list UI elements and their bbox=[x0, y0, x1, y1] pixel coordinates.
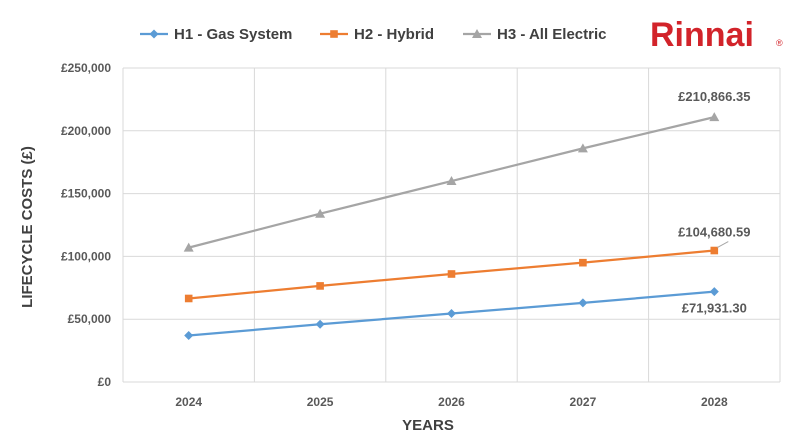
data-point bbox=[577, 143, 588, 153]
legend-marker bbox=[330, 30, 338, 38]
grid bbox=[122, 67, 781, 383]
registered-mark: ® bbox=[776, 38, 783, 48]
y-tick-label: £50,000 bbox=[68, 312, 112, 326]
legend-marker bbox=[472, 29, 482, 38]
data-point bbox=[447, 309, 456, 319]
legend-item-0: H1 - Gas System bbox=[140, 26, 292, 43]
x-tick-label: 2025 bbox=[307, 395, 334, 409]
y-axis-title: LIFECYCLE COSTS (£) bbox=[19, 146, 36, 308]
y-tick-label: £150,000 bbox=[61, 187, 111, 201]
series-1 bbox=[184, 246, 719, 303]
x-axis-title: YEARS bbox=[402, 417, 454, 434]
series-0 bbox=[184, 287, 719, 341]
logo-text: Rinnai bbox=[650, 16, 754, 54]
y-tick-label: £0 bbox=[98, 375, 112, 389]
data-point bbox=[184, 294, 193, 303]
legend-label: H3 - All Electric bbox=[497, 26, 606, 43]
data-point bbox=[447, 270, 456, 278]
data-point bbox=[315, 208, 326, 218]
series-2 bbox=[183, 112, 720, 252]
data-point bbox=[184, 331, 194, 341]
data-labels: £210,866.35 £104,680.59 £71,931.30 bbox=[678, 89, 750, 316]
x-tick-label: 2026 bbox=[438, 395, 465, 409]
legend: H1 - Gas System H2 - Hybrid H3 - All Elect… bbox=[140, 26, 606, 43]
rinnai-logo: Rinnai ® bbox=[650, 16, 783, 54]
y-tick-label: £250,000 bbox=[61, 61, 111, 75]
data-point bbox=[315, 319, 325, 329]
data-label: £71,931.30 bbox=[682, 301, 747, 316]
data-label: £104,680.59 bbox=[678, 225, 750, 240]
data-point bbox=[709, 112, 720, 122]
data-point bbox=[316, 282, 324, 290]
legend-label: H2 - Hybrid bbox=[354, 26, 434, 43]
legend-label: H1 - Gas System bbox=[174, 26, 292, 43]
data-point bbox=[446, 176, 457, 186]
series-layer bbox=[183, 112, 720, 341]
legend-item-2: H3 - All Electric bbox=[463, 26, 606, 43]
data-point bbox=[709, 287, 719, 297]
y-tick-label: £200,000 bbox=[61, 124, 111, 138]
label-leader-line bbox=[717, 241, 729, 248]
legend-marker bbox=[149, 29, 159, 39]
data-point bbox=[710, 246, 719, 255]
y-tick-label: £100,000 bbox=[61, 249, 111, 263]
x-tick-label: 2024 bbox=[175, 395, 202, 409]
legend-item-1: H2 - Hybrid bbox=[320, 26, 434, 43]
data-point bbox=[578, 298, 588, 308]
x-tick-label: 2028 bbox=[701, 395, 728, 409]
data-point bbox=[183, 242, 194, 252]
x-tick-label: 2027 bbox=[570, 395, 597, 409]
data-label: £210,866.35 bbox=[678, 89, 750, 104]
axes: £0 £50,000 £100,000 £150,000 £200,000 £250,00… bbox=[61, 61, 728, 409]
data-point bbox=[579, 258, 587, 267]
